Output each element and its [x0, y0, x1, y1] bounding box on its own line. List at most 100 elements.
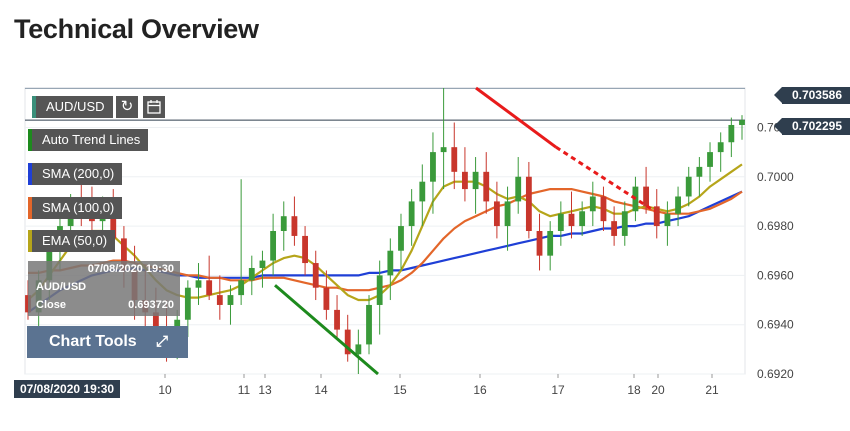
y-tick-label: 0.7000 [757, 170, 794, 184]
candle [707, 142, 713, 182]
legend-symbol[interactable]: AUD/USD [32, 96, 113, 118]
x-tick-label: 20 [651, 383, 665, 397]
candle [387, 238, 394, 301]
candle-body [184, 287, 191, 320]
candle-body [376, 275, 383, 305]
candle [717, 132, 724, 172]
candle-body [728, 124, 735, 143]
candle-body [430, 152, 436, 182]
candle [504, 186, 511, 251]
candle-body [259, 260, 266, 268]
candle-body [216, 295, 223, 305]
candle [525, 161, 532, 239]
candle-body [195, 280, 202, 288]
candle-body [525, 176, 532, 231]
y-tick-label: 0.6960 [757, 268, 794, 282]
x-tick-label: 14 [314, 383, 328, 397]
x-tick-label: 18 [627, 383, 641, 397]
calendar-icon[interactable] [143, 96, 165, 118]
candle-body [248, 267, 255, 281]
candle-body [344, 329, 351, 355]
candle-body [493, 201, 500, 227]
trend-line [274, 284, 379, 376]
candle [568, 191, 575, 239]
candle-body [451, 147, 458, 172]
chart-tools-button[interactable]: Chart Tools ⤢ [27, 326, 188, 358]
candle [611, 206, 618, 246]
y-tick-label: 0.6920 [757, 367, 794, 381]
info-symbol: AUD/USD [36, 281, 87, 293]
candle [557, 201, 564, 246]
x-tick-label: 11 [238, 383, 251, 397]
candle-body [366, 304, 372, 345]
candle-body [270, 231, 277, 261]
candle [376, 260, 383, 335]
candle [227, 285, 234, 325]
legend-item-ema-50[interactable]: EMA (50,0) [28, 230, 116, 252]
candle [728, 117, 735, 158]
candle [216, 275, 223, 320]
candle-body [611, 221, 618, 236]
page-title: Technical Overview [14, 14, 259, 44]
candle-body [579, 211, 586, 227]
candle [323, 270, 330, 320]
legend-item-auto-trend-lines[interactable]: Auto Trend Lines [28, 129, 149, 151]
candle-body [717, 142, 724, 153]
legend-item-sma-100[interactable]: SMA (100,0) [28, 197, 123, 219]
candle [366, 295, 372, 355]
candle-body [568, 213, 575, 227]
candle [653, 189, 660, 239]
candle-body [120, 238, 127, 271]
candle [312, 250, 319, 301]
candle-body [696, 166, 703, 177]
candle-body [557, 213, 564, 231]
candle [302, 226, 308, 276]
candle-body [408, 201, 415, 227]
candle [483, 152, 490, 214]
candle [472, 157, 479, 214]
candle [280, 201, 287, 251]
candle-body [472, 171, 479, 190]
candle-body [462, 171, 468, 190]
candle-body [504, 201, 511, 227]
refresh-icon[interactable]: ↻ [116, 96, 138, 118]
candle-body [739, 120, 745, 125]
y-tick-label: 0.6940 [757, 318, 794, 332]
candle [536, 213, 543, 271]
candle [195, 263, 202, 305]
candle [462, 147, 468, 202]
high-price-tag: 0.703586 [773, 87, 850, 104]
candle [440, 88, 447, 190]
x-tick-label: 15 [393, 383, 407, 397]
x-tick-label: 21 [705, 383, 719, 397]
candle-body [707, 152, 713, 167]
candle-body [515, 176, 522, 202]
candle [621, 201, 628, 246]
crosshair-time-label: 07/08/2020 19:30 [14, 380, 121, 398]
current-price-tag: 0.702295 [773, 118, 850, 135]
candle-body [152, 312, 159, 330]
candle [451, 122, 458, 190]
x-axis: 10 11 13 14 15 16 17 18 20 21 [158, 374, 719, 397]
candle-body [419, 181, 426, 202]
info-datetime: 07/08/2020 19:30 [87, 263, 174, 275]
candle [493, 181, 500, 239]
x-tick-label: 16 [473, 383, 487, 397]
candle [600, 186, 607, 231]
candle [419, 164, 426, 227]
legend-item-sma-200[interactable]: SMA (200,0) [28, 163, 123, 185]
candle-body [227, 295, 234, 305]
y-tick-label: 0.6980 [757, 219, 794, 233]
trend-lines [274, 86, 656, 376]
candle-body [664, 213, 671, 227]
candle [408, 189, 415, 246]
candle-body [312, 263, 319, 288]
candle [270, 213, 277, 276]
candle-body [334, 309, 340, 330]
candle-body [621, 211, 628, 236]
candle [355, 329, 362, 374]
candle-body [387, 250, 394, 276]
candle-body [536, 231, 543, 256]
